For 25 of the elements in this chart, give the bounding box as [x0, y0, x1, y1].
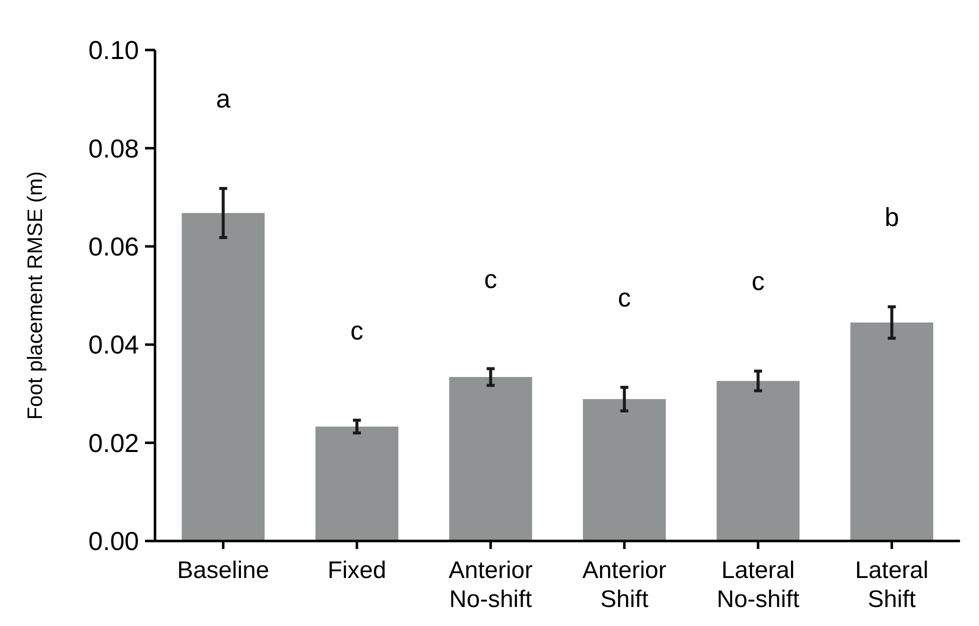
annotation: c — [350, 315, 364, 346]
x-tick-label: Baseline — [177, 557, 270, 584]
y-tick-label: 0.00 — [88, 526, 139, 556]
annotation: c — [618, 282, 631, 312]
y-tick-label: 0.06 — [88, 232, 139, 262]
annotation: a — [216, 84, 231, 114]
bar — [850, 322, 934, 541]
y-tick-label: 0.08 — [88, 133, 139, 164]
bar — [716, 380, 800, 541]
y-tick-label: 0.10 — [88, 35, 139, 66]
bar — [182, 213, 265, 541]
x-tick-label: Anterior Shift — [582, 557, 666, 613]
x-tick-label: Fixed — [328, 557, 386, 584]
bar — [449, 377, 532, 541]
y-tick-label: 0.02 — [88, 428, 139, 458]
y-tick-label: 0.04 — [88, 330, 139, 360]
annotation: c — [752, 266, 765, 296]
x-tick-label: Lateral Shift — [855, 557, 928, 613]
annotation: c — [484, 264, 498, 294]
y-axis-title: Foot placement RMSE (m) — [24, 171, 47, 420]
annotation: b — [884, 202, 900, 232]
x-tick-label: Lateral No-shift — [716, 557, 800, 613]
bar — [315, 426, 398, 541]
bar — [582, 399, 666, 541]
x-tick-label: Anterior No-shift — [448, 557, 533, 613]
